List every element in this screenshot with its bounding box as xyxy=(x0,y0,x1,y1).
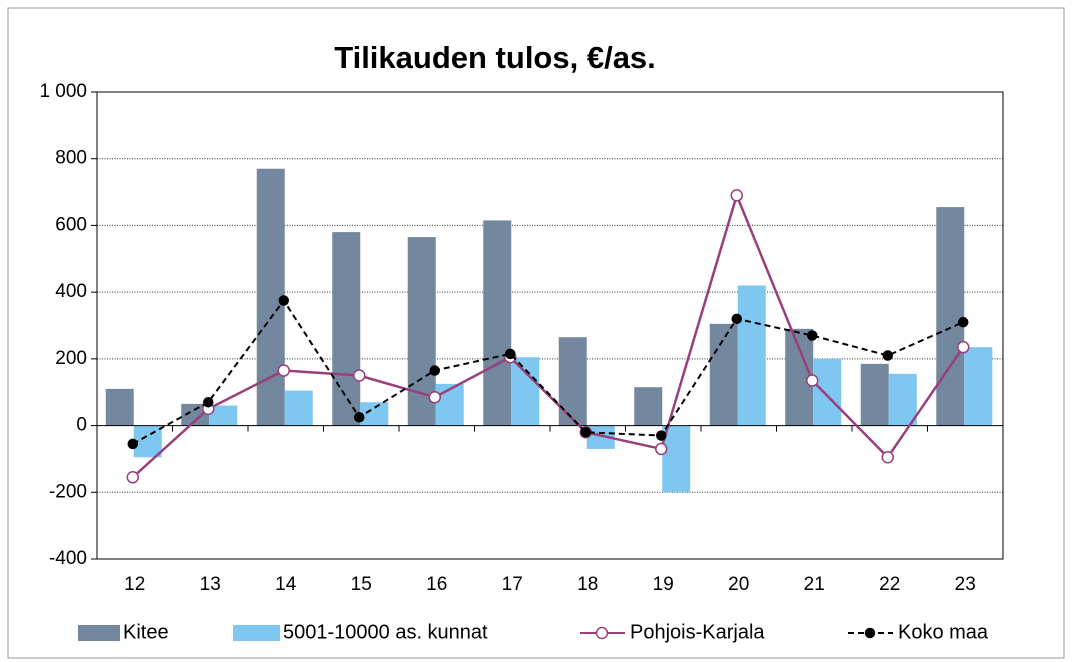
marker xyxy=(127,438,138,450)
legend-label: Kitee xyxy=(123,621,169,643)
bar xyxy=(936,207,965,426)
y-tick-label: 400 xyxy=(55,281,87,302)
plot-area xyxy=(96,91,1004,560)
y-tick-label: 800 xyxy=(55,148,87,169)
marker xyxy=(957,340,970,354)
y-tick-label: -400 xyxy=(49,548,87,569)
y-tick-label: -200 xyxy=(49,481,87,502)
x-tick-label: 21 xyxy=(804,574,825,595)
marker xyxy=(203,396,214,408)
marker xyxy=(881,451,894,464)
y-tick-label: 1 000 xyxy=(39,81,87,102)
legend-marker xyxy=(595,626,609,640)
y-tick-label: 200 xyxy=(55,348,87,369)
bar xyxy=(860,363,889,426)
legend-swatch xyxy=(78,625,120,641)
marker xyxy=(655,442,668,456)
x-tick-label: 16 xyxy=(426,574,447,595)
bar xyxy=(105,388,134,426)
marker xyxy=(580,426,591,438)
x-tick-label: 23 xyxy=(955,574,976,595)
legend-label: Pohjois-Karjala xyxy=(630,621,765,643)
bar xyxy=(737,285,766,426)
marker xyxy=(656,430,667,441)
bar xyxy=(586,425,615,449)
marker xyxy=(277,364,290,377)
marker xyxy=(353,369,366,382)
legend-label: 5001-10000 as. kunnat xyxy=(283,621,488,643)
bar xyxy=(813,358,842,426)
x-tick-label: 13 xyxy=(200,574,221,595)
x-tick-label: 18 xyxy=(577,574,598,595)
bar xyxy=(558,337,587,426)
bar xyxy=(511,357,540,426)
marker xyxy=(882,350,893,361)
bar xyxy=(209,405,238,426)
line xyxy=(132,298,964,445)
bar xyxy=(435,383,464,426)
marker xyxy=(807,330,818,341)
marker xyxy=(730,189,743,202)
marker xyxy=(428,390,441,404)
marker xyxy=(806,374,819,387)
bar xyxy=(662,425,691,493)
x-tick-label: 15 xyxy=(351,574,372,595)
chart-title: Tilikauden tulos, €/as. xyxy=(334,40,656,75)
marker xyxy=(278,295,289,306)
marker xyxy=(429,365,440,376)
marker xyxy=(354,411,365,423)
bar xyxy=(360,402,389,426)
y-tick-label: 600 xyxy=(55,214,87,235)
bar xyxy=(888,373,917,426)
bar xyxy=(284,390,313,426)
line xyxy=(131,191,965,479)
bar xyxy=(332,232,361,426)
x-tick-label: 14 xyxy=(275,574,297,595)
marker xyxy=(505,348,516,360)
x-tick-label: 17 xyxy=(502,574,523,595)
bar xyxy=(709,323,738,426)
chart-border xyxy=(7,7,1065,659)
x-tick-label: 12 xyxy=(124,574,145,595)
legend-marker xyxy=(864,627,876,639)
legend-label: Koko maa xyxy=(898,621,989,643)
x-tick-label: 19 xyxy=(653,574,674,595)
x-tick-label: 22 xyxy=(879,574,900,595)
bar xyxy=(964,347,993,426)
legend-swatch xyxy=(233,625,280,641)
marker xyxy=(126,471,139,484)
bar xyxy=(133,425,162,458)
x-tick-label: 20 xyxy=(728,574,749,595)
y-tick-label: 0 xyxy=(76,415,87,436)
marker xyxy=(958,316,969,328)
bar xyxy=(483,220,512,426)
marker xyxy=(731,313,742,325)
bar xyxy=(634,387,663,426)
